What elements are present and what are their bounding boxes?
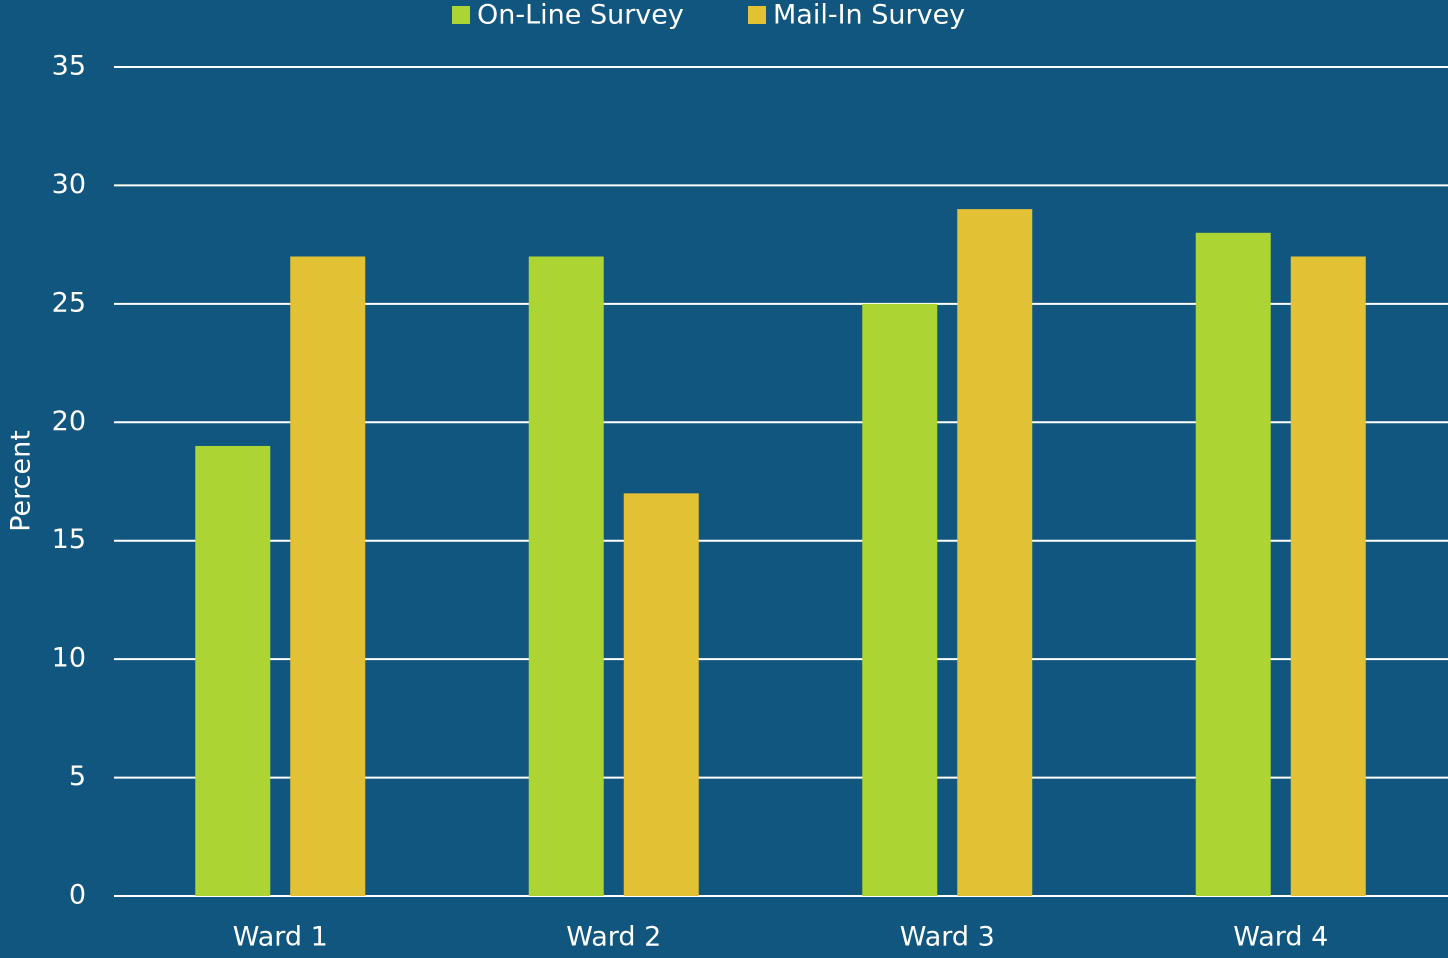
x-tick-label: Ward 4 (1233, 922, 1328, 953)
legend-label: Mail-In Survey (773, 0, 965, 31)
y-tick-label: 20 (52, 406, 86, 437)
x-tick-label: Ward 1 (233, 922, 328, 953)
y-tick-label: 0 (69, 880, 86, 911)
x-tick-label: Ward 3 (900, 922, 995, 953)
bar (1195, 232, 1271, 897)
legend-swatch (748, 6, 766, 24)
bar (1290, 256, 1366, 896)
bar (528, 256, 604, 896)
legend-swatch (452, 6, 470, 24)
legend-label: On-Line Survey (477, 0, 684, 31)
y-tick-label: 30 (52, 169, 86, 200)
y-tick-label: 15 (52, 524, 86, 555)
y-axis-label: Percent (6, 430, 37, 532)
x-tick-label: Ward 2 (566, 922, 661, 953)
bar (623, 493, 699, 896)
bar (195, 445, 271, 896)
y-tick-label: 35 (52, 51, 86, 82)
bar (957, 209, 1033, 897)
bar (290, 256, 366, 896)
bar (862, 303, 938, 896)
y-tick-label: 25 (52, 287, 86, 318)
y-tick-label: 10 (52, 643, 86, 674)
y-tick-label: 5 (69, 761, 86, 792)
